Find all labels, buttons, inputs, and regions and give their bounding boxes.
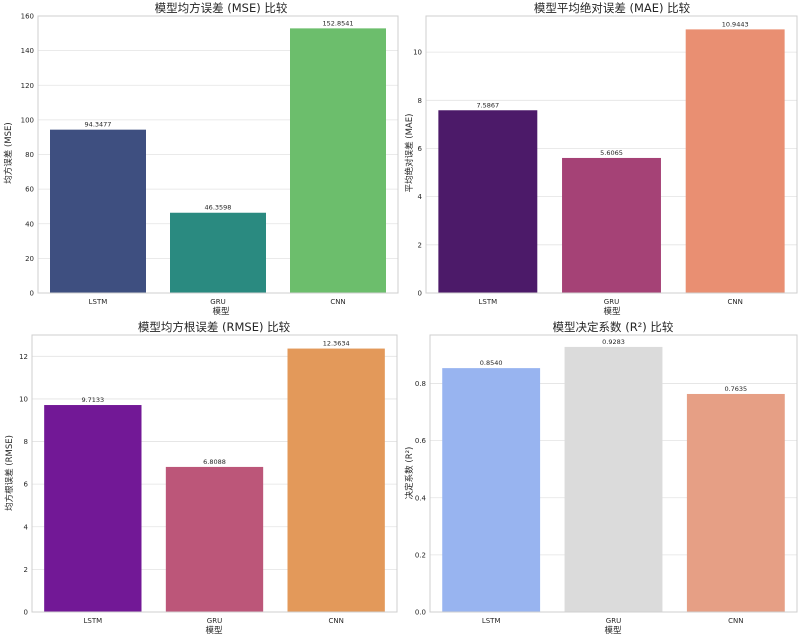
data-label: 12.3634 — [323, 340, 350, 348]
y-tick-label: 10 — [413, 49, 422, 57]
bar-gru — [165, 466, 264, 612]
y-tick-label: 0.2 — [415, 551, 426, 559]
y-tick-label: 2 — [418, 241, 422, 249]
plot-area: 0 2 4 6 8 10 12 9.7133 LSTM 6.8088 GRU 12.3634 CNN — [19, 334, 398, 625]
x-tick-label: CNN — [728, 617, 743, 625]
mse-chart: 模型均方误差 (MSE) 比较 均方误差 (MSE) 模型 0 20 40 60 80 1… — [3, 1, 399, 317]
x-tick-label: LSTM — [83, 617, 102, 625]
y-tick-label: 0.6 — [415, 437, 427, 445]
y-tick-label: 10 — [19, 395, 28, 403]
axes-frame — [425, 15, 798, 294]
mse-chart-panel: 模型均方误差 (MSE) 比较 均方误差 (MSE) 模型 0 20 40 60 80 1… — [0, 0, 400, 320]
y-tick-label: 80 — [25, 151, 34, 159]
axes-frame — [429, 334, 798, 613]
r2-chart-panel: 模型决定系数 (R²) 比较 决定系数 (R²) 模型 0.0 0.2 0.4 0.6… — [400, 319, 800, 639]
bar-cnn — [685, 29, 785, 293]
plot-area: 0 20 40 60 80 100 120 140 160 94.3477 LSTM 46.3598 G… — [21, 13, 399, 306]
data-label: 152.8541 — [322, 19, 353, 27]
y-tick-label: 120 — [21, 82, 34, 90]
y-tick-label: 8 — [418, 97, 422, 105]
data-label: 0.7635 — [724, 385, 747, 393]
x-axis-label: 模型 — [604, 625, 622, 636]
plot-area: 0.0 0.2 0.4 0.6 0.8 0.8540 LSTM 0.9283 GRU 0.7635… — [415, 334, 798, 625]
y-tick-label: 20 — [25, 255, 34, 263]
y-tick-label: 6 — [24, 481, 29, 489]
bar-gru — [564, 346, 663, 612]
y-tick-label: 60 — [25, 186, 34, 194]
x-tick-label: GRU — [207, 617, 222, 625]
x-axis-label: 模型 — [205, 625, 223, 636]
y-tick-label: 12 — [19, 353, 28, 361]
r2-chart: 模型决定系数 (R²) 比较 决定系数 (R²) 模型 0.0 0.2 0.4 0.6… — [404, 320, 798, 636]
bar-gru — [170, 212, 266, 293]
y-tick-label: 2 — [24, 566, 28, 574]
y-tick-label: 100 — [21, 116, 34, 124]
data-label: 7.5867 — [476, 101, 499, 109]
y-tick-label: 0 — [30, 290, 34, 298]
chart-title: 模型决定系数 (R²) 比较 — [553, 320, 674, 334]
data-label: 0.8540 — [480, 359, 503, 367]
y-tick-label: 6 — [418, 145, 423, 153]
plot-area: 0 2 4 6 8 10 7.5867 LSTM 5.6065 GRU 10.9443 CNN — [413, 15, 798, 306]
y-tick-label: 8 — [24, 438, 28, 446]
y-tick-label: 4 — [24, 523, 29, 531]
x-tick-label: GRU — [604, 298, 619, 306]
y-tick-label: 0.8 — [415, 380, 426, 388]
chart-title: 模型均方误差 (MSE) 比较 — [155, 1, 288, 15]
data-label: 6.8088 — [203, 458, 226, 466]
x-tick-label: GRU — [210, 298, 225, 306]
bar-lstm — [44, 405, 142, 612]
y-tick-label: 140 — [21, 47, 34, 55]
y-axis-label: 平均绝对误差 (MAE) — [404, 114, 415, 193]
y-tick-label: 0 — [24, 609, 28, 617]
y-axis-label: 决定系数 (R²) — [404, 447, 415, 500]
bar-cnn — [686, 393, 785, 612]
bar-gru — [562, 157, 661, 293]
rmse-chart-panel: 模型均方根误差 (RMSE) 比较 均方根误差 (RMSE) 模型 0 2 4 6 8 1… — [0, 319, 400, 639]
x-tick-label: CNN — [727, 298, 742, 306]
rmse-chart: 模型均方根误差 (RMSE) 比较 均方根误差 (RMSE) 模型 0 2 4 6 8 1… — [4, 320, 398, 636]
chart-title: 模型均方根误差 (RMSE) 比较 — [138, 320, 291, 334]
bar-lstm — [50, 129, 146, 293]
y-tick-label: 4 — [418, 193, 423, 201]
y-axis-label: 均方根误差 (RMSE) — [4, 435, 15, 511]
mae-chart-panel: 模型平均绝对误差 (MAE) 比较 平均绝对误差 (MAE) 模型 0 2 4 6 8 1… — [400, 0, 800, 320]
chart-title: 模型平均绝对误差 (MAE) 比较 — [534, 1, 691, 15]
data-label: 5.6065 — [600, 149, 623, 157]
bar-cnn — [290, 28, 386, 294]
y-tick-label: 160 — [21, 13, 34, 21]
bar-lstm — [442, 368, 541, 612]
y-tick-label: 0.4 — [415, 494, 427, 502]
y-tick-label: 40 — [25, 220, 34, 228]
mae-chart: 模型平均绝对误差 (MAE) 比较 平均绝对误差 (MAE) 模型 0 2 4 6 8 1… — [404, 1, 798, 317]
data-label: 9.7133 — [81, 396, 104, 404]
x-tick-label: GRU — [606, 617, 621, 625]
data-label: 46.3598 — [205, 204, 232, 212]
data-label: 10.9443 — [722, 20, 749, 28]
x-tick-label: LSTM — [482, 617, 501, 625]
y-tick-label: 0 — [418, 290, 422, 298]
x-tick-label: CNN — [328, 617, 343, 625]
x-tick-label: LSTM — [89, 298, 108, 306]
y-axis-label: 均方误差 (MSE) — [3, 122, 14, 183]
axes-frame — [31, 334, 398, 613]
y-tick-label: 0.0 — [415, 609, 426, 617]
x-tick-label: CNN — [330, 298, 345, 306]
x-axis-label: 模型 — [212, 306, 230, 317]
bar-cnn — [287, 348, 385, 612]
x-axis-label: 模型 — [603, 306, 621, 317]
x-tick-label: LSTM — [478, 298, 497, 306]
data-label: 0.9283 — [602, 338, 625, 346]
bar-lstm — [438, 110, 538, 293]
data-label: 94.3477 — [85, 121, 112, 129]
axes-frame — [37, 15, 399, 294]
